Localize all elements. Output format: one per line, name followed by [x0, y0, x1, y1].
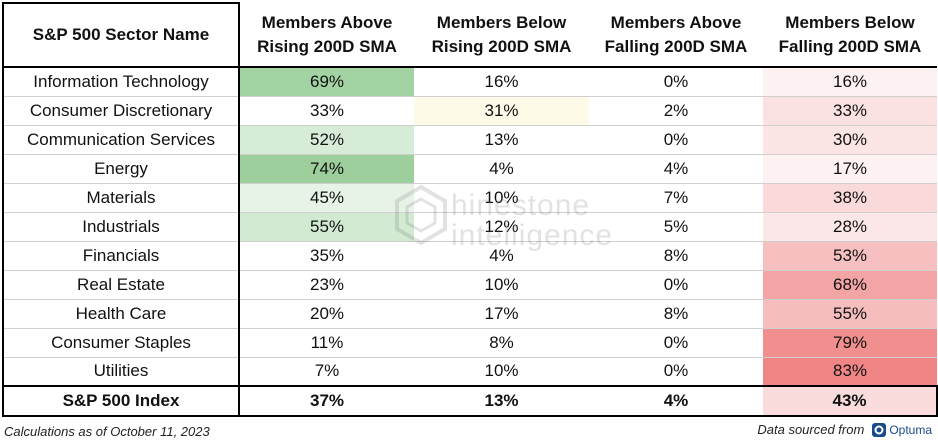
table-row: Communication Services 52% 13% 0% 30%: [2, 125, 937, 155]
sector-sma-table: S&P 500 Sector Name Members Above Rising…: [2, 2, 938, 417]
below-rising-cell: 31%: [414, 96, 589, 126]
total-below-rising: 13%: [414, 385, 589, 417]
below-falling-cell: 28%: [763, 212, 937, 242]
above-falling-cell: 0%: [589, 125, 763, 155]
header-above-rising: Members Above Rising 200D SMA: [257, 12, 397, 56]
sector-table-container: S&P 500 Sector Name Members Above Rising…: [2, 2, 938, 417]
header-above-falling: Members Above Falling 200D SMA: [604, 12, 748, 56]
table-row: Real Estate 23% 10% 0% 68%: [2, 270, 937, 300]
table-row: Information Technology 69% 16% 0% 16%: [2, 67, 937, 97]
total-below-falling: 43%: [763, 385, 937, 417]
table-total: S&P 500 Index 37% 13% 4% 43%: [2, 385, 937, 417]
sector-name-cell: Utilities: [2, 357, 240, 386]
below-falling-cell: 68%: [763, 270, 937, 300]
above-falling-cell: 8%: [589, 299, 763, 329]
sector-name-cell: Information Technology: [2, 67, 240, 97]
above-rising-cell: 35%: [239, 241, 414, 271]
above-rising-cell: 52%: [239, 125, 414, 155]
below-falling-cell: 16%: [763, 67, 937, 97]
total-sector-name: S&P 500 Index: [2, 385, 240, 417]
above-falling-cell: 7%: [589, 183, 763, 213]
below-rising-cell: 10%: [414, 270, 589, 300]
table-header: S&P 500 Sector Name Members Above Rising…: [2, 2, 937, 68]
header-sector-name: S&P 500 Sector Name: [2, 2, 240, 68]
total-above-falling: 4%: [589, 385, 763, 417]
table-row: Health Care 20% 17% 8% 55%: [2, 299, 937, 329]
header-below-falling: Members Below Falling 200D SMA: [778, 12, 922, 56]
total-above-rising: 37%: [239, 385, 414, 417]
above-rising-cell: 11%: [239, 328, 414, 358]
below-falling-cell: 79%: [763, 328, 937, 358]
total-row: S&P 500 Index 37% 13% 4% 43%: [2, 385, 937, 417]
above-rising-cell: 23%: [239, 270, 414, 300]
above-rising-cell: 74%: [239, 154, 414, 184]
optuma-logo: Optuma: [872, 422, 932, 437]
below-falling-cell: 83%: [763, 357, 937, 386]
above-rising-cell: 7%: [239, 357, 414, 386]
below-falling-cell: 38%: [763, 183, 937, 213]
above-falling-cell: 4%: [589, 154, 763, 184]
below-falling-cell: 30%: [763, 125, 937, 155]
sector-name-cell: Real Estate: [2, 270, 240, 300]
above-falling-cell: 0%: [589, 270, 763, 300]
sector-name-cell: Consumer Discretionary: [2, 96, 240, 126]
above-falling-cell: 5%: [589, 212, 763, 242]
above-falling-cell: 8%: [589, 241, 763, 271]
below-rising-cell: 12%: [414, 212, 589, 242]
calculation-date-note: Calculations as of October 11, 2023: [4, 424, 210, 439]
data-source: Data sourced from Optuma: [757, 422, 932, 437]
below-rising-cell: 13%: [414, 125, 589, 155]
above-falling-cell: 0%: [589, 328, 763, 358]
table-row: Consumer Discretionary 33% 31% 2% 33%: [2, 96, 937, 126]
optuma-logo-text: Optuma: [889, 422, 932, 437]
table-row: Materials 45% 10% 7% 38%: [2, 183, 937, 213]
below-falling-cell: 17%: [763, 154, 937, 184]
above-rising-cell: 45%: [239, 183, 414, 213]
below-falling-cell: 55%: [763, 299, 937, 329]
sector-name-cell: Energy: [2, 154, 240, 184]
header-below-rising: Members Below Rising 200D SMA: [431, 12, 572, 56]
below-rising-cell: 16%: [414, 67, 589, 97]
below-rising-cell: 8%: [414, 328, 589, 358]
above-rising-cell: 33%: [239, 96, 414, 126]
above-falling-cell: 2%: [589, 96, 763, 126]
sector-name-cell: Communication Services: [2, 125, 240, 155]
table-row: Financials 35% 4% 8% 53%: [2, 241, 937, 271]
below-rising-cell: 10%: [414, 183, 589, 213]
optuma-logo-icon: [872, 422, 887, 437]
table-row: Energy 74% 4% 4% 17%: [2, 154, 937, 184]
above-falling-cell: 0%: [589, 67, 763, 97]
table-row: Consumer Staples 11% 8% 0% 79%: [2, 328, 937, 358]
below-falling-cell: 53%: [763, 241, 937, 271]
above-rising-cell: 69%: [239, 67, 414, 97]
below-rising-cell: 4%: [414, 241, 589, 271]
above-falling-cell: 0%: [589, 357, 763, 386]
below-rising-cell: 10%: [414, 357, 589, 386]
table-row: Industrials 55% 12% 5% 28%: [2, 212, 937, 242]
sector-name-cell: Consumer Staples: [2, 328, 240, 358]
table-row: Utilities 7% 10% 0% 83%: [2, 357, 937, 386]
sector-name-cell: Financials: [2, 241, 240, 271]
below-falling-cell: 33%: [763, 96, 937, 126]
above-rising-cell: 20%: [239, 299, 414, 329]
below-rising-cell: 17%: [414, 299, 589, 329]
table-body: Information Technology 69% 16% 0% 16% Consume…: [2, 67, 937, 386]
sector-name-cell: Industrials: [2, 212, 240, 242]
data-source-label: Data sourced from: [757, 422, 865, 437]
sector-name-cell: Materials: [2, 183, 240, 213]
below-rising-cell: 4%: [414, 154, 589, 184]
above-rising-cell: 55%: [239, 212, 414, 242]
sector-name-cell: Health Care: [2, 299, 240, 329]
